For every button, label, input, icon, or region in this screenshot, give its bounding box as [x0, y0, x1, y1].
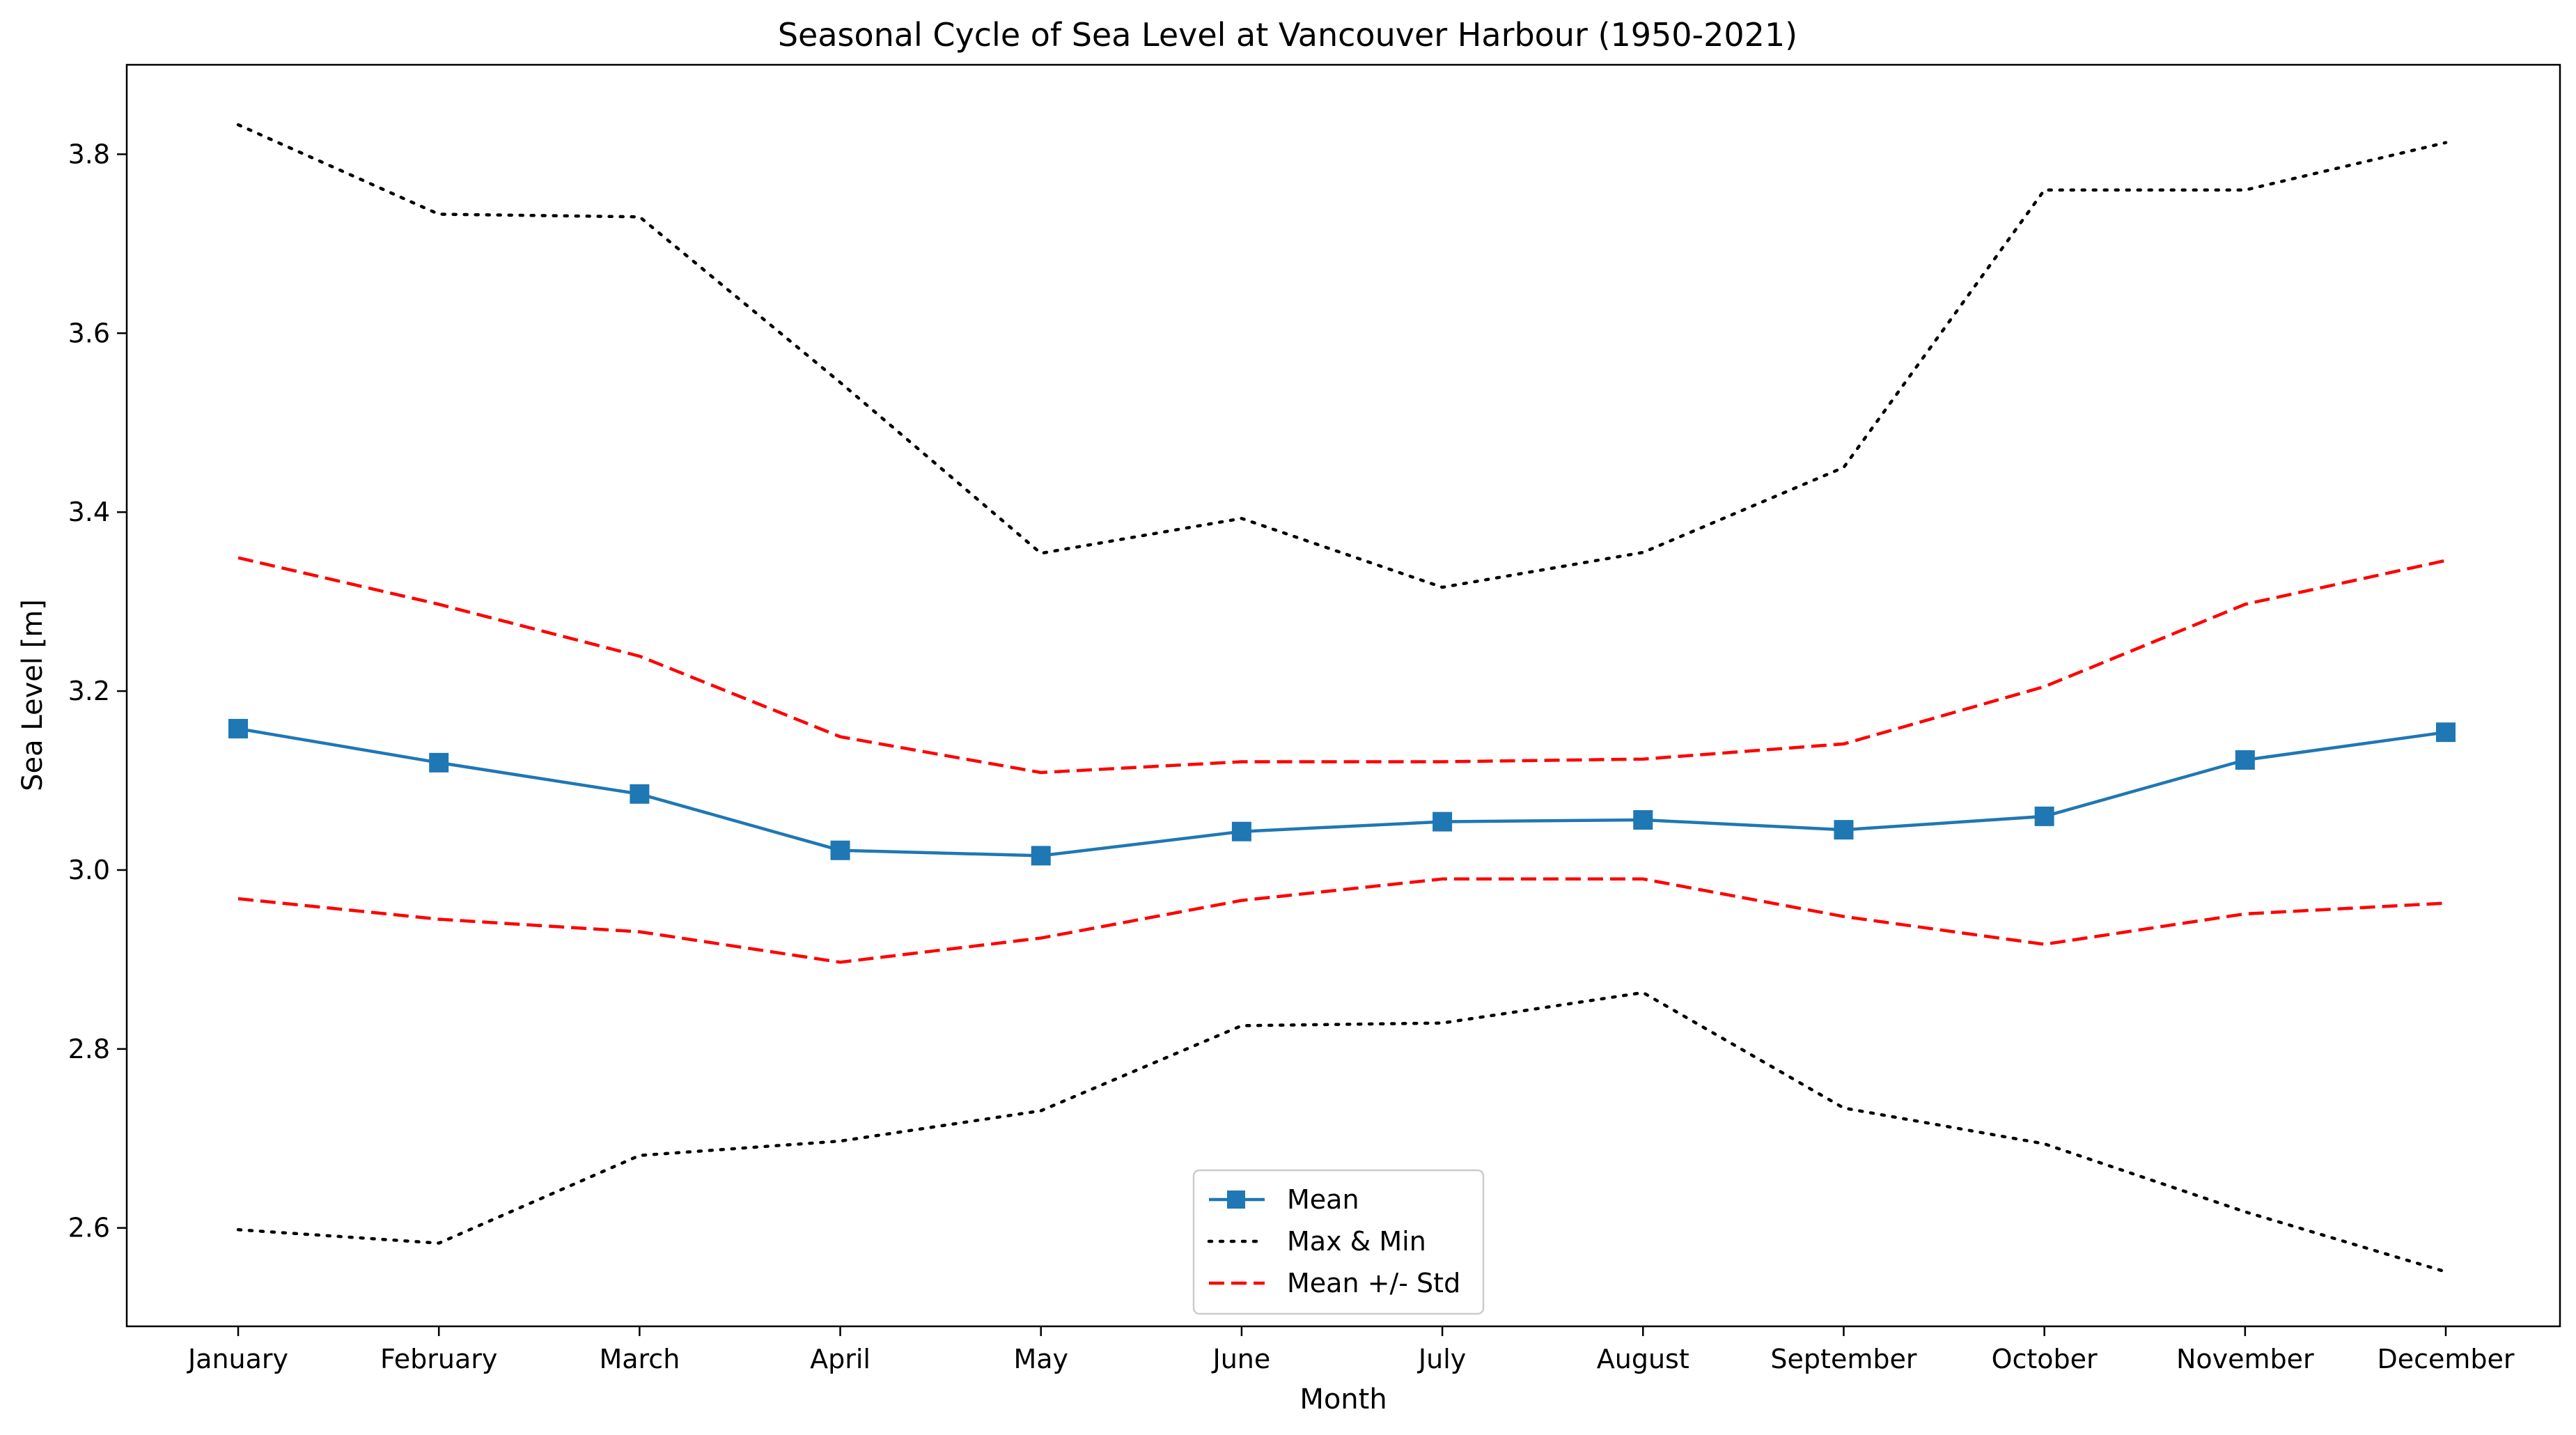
x-axis: January February March April May June July Augu…: [187, 1326, 2515, 1374]
data-point-marker: [1633, 810, 1653, 830]
x-tick-label: November: [2176, 1344, 2314, 1374]
data-point-marker: [2034, 806, 2054, 826]
y-axis-label: Sea Level [m]: [17, 599, 49, 791]
y-tick-label: 2.6: [68, 1213, 110, 1243]
legend-box: [1192, 1169, 1485, 1315]
x-tick-label: October: [1992, 1344, 2098, 1374]
y-tick-label: 3.0: [68, 855, 110, 885]
x-tick-label: September: [1770, 1344, 1917, 1374]
data-point-marker: [630, 784, 650, 804]
series-line-mean-std: [237, 556, 2446, 775]
legend-entry-label: Mean: [1287, 1184, 1359, 1215]
series-layer: [236, 123, 2448, 1273]
legend: Mean Max & Min Mean +/- Std: [1192, 1169, 1485, 1315]
data-point-marker: [429, 752, 449, 773]
legend-entry-label: Mean +/- Std: [1287, 1268, 1460, 1298]
y-axis: 2.6 2.8 3.0 3.2 3.4 3.6 3.8: [68, 139, 127, 1243]
chart-title: Seasonal Cycle of Sea Level at Vancouver…: [778, 16, 1797, 54]
marker-layer: [228, 719, 2456, 866]
x-tick-label: April: [810, 1344, 871, 1374]
x-axis-label: Month: [1299, 1383, 1387, 1415]
y-tick-label: 3.6: [68, 318, 110, 348]
series-line-min: [236, 991, 2448, 1273]
y-tick-label: 3.4: [68, 497, 110, 527]
x-tick-label: January: [187, 1344, 288, 1374]
data-point-marker: [1231, 821, 1251, 841]
x-tick-label: December: [2377, 1344, 2514, 1374]
legend-marker-sample: [1227, 1190, 1245, 1209]
x-tick-label: August: [1597, 1344, 1689, 1374]
x-tick-label: July: [1417, 1344, 1466, 1374]
x-tick-label: June: [1212, 1344, 1271, 1374]
data-point-marker: [228, 719, 248, 739]
series-line-mean: [237, 727, 2446, 858]
data-point-marker: [1433, 812, 1453, 832]
plot-area-frame: [125, 63, 2561, 1328]
x-tick-label: March: [599, 1344, 680, 1374]
x-tick-label: February: [380, 1344, 497, 1374]
data-point-marker: [2235, 750, 2255, 770]
data-point-marker: [830, 840, 850, 860]
y-tick-label: 2.8: [68, 1034, 110, 1064]
data-point-marker: [2436, 722, 2456, 743]
y-tick-label: 3.2: [68, 676, 110, 706]
data-point-marker: [1031, 846, 1051, 866]
legend-entry-label: Max & Min: [1287, 1226, 1426, 1257]
series-line-mean-std: [237, 877, 2446, 964]
y-tick-label: 3.8: [68, 139, 110, 169]
data-point-marker: [1834, 820, 1854, 840]
x-tick-label: May: [1013, 1344, 1068, 1374]
